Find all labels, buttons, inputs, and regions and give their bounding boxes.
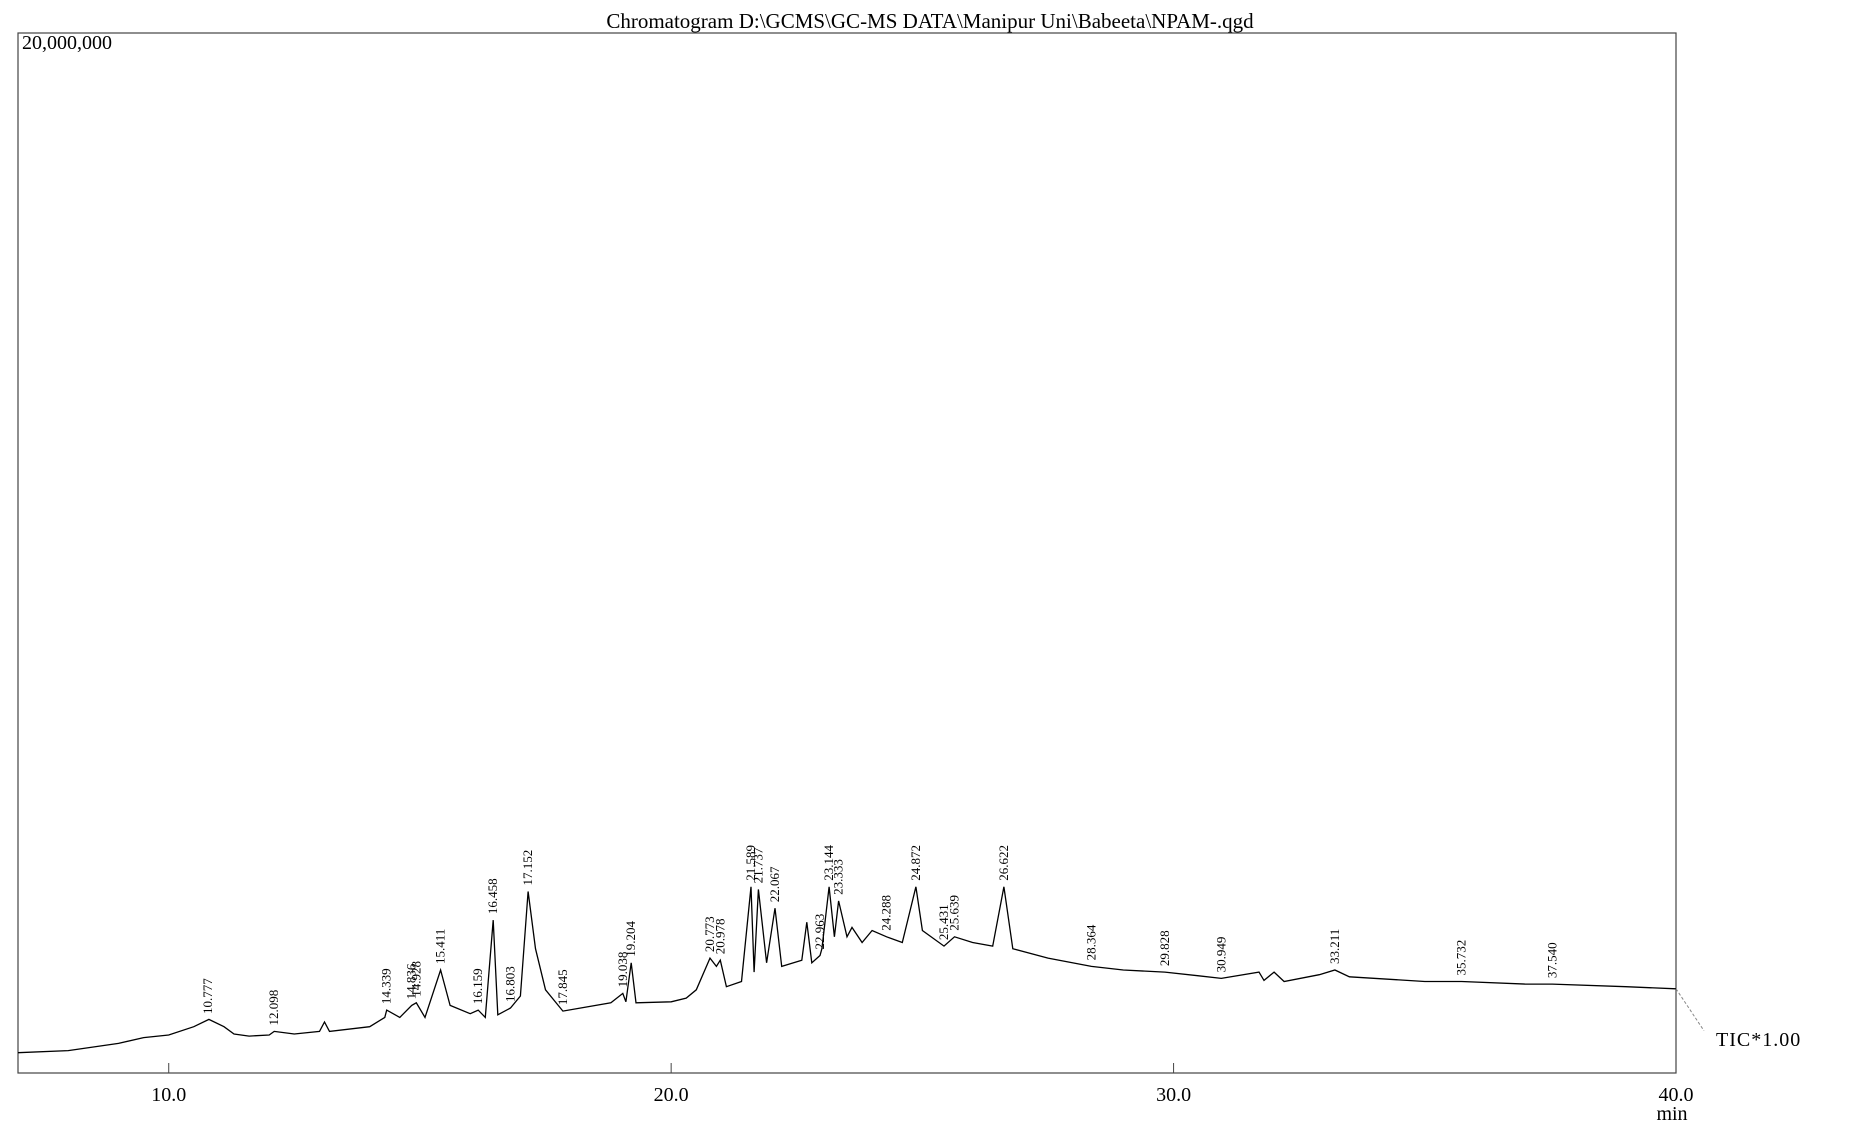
peak-label: 24.288 (879, 895, 894, 931)
x-tick-label: 30.0 (1156, 1084, 1191, 1106)
peak-label: 16.458 (485, 878, 500, 914)
trace (17, 886, 1677, 1054)
peak-label: 20.773 (702, 916, 717, 952)
peak-label: 10.777 (200, 978, 215, 1014)
peak-label: 30.949 (1213, 937, 1228, 973)
x-axis-label: min (1656, 1103, 1687, 1125)
peak-label: 22.067 (767, 866, 782, 902)
peak-label: 25.431 (936, 904, 951, 940)
peak-label: 14.836 (404, 963, 419, 999)
peak-label: 19.204 (623, 921, 638, 957)
peak-label: 29.828 (1157, 930, 1172, 966)
peak-label: 15.411 (433, 929, 448, 964)
legend-leader (1675, 988, 1705, 1032)
peak-label: 21.589 (743, 845, 758, 881)
peak-label: 19.038 (615, 952, 630, 988)
plot-frame (17, 32, 1677, 1074)
series-label: TIC*1.00 (1716, 1029, 1801, 1051)
peak-label: 12.098 (266, 990, 281, 1026)
peak-label: 16.803 (503, 966, 518, 1002)
peak-label: 20.978 (712, 918, 727, 954)
x-tick-label: 20.0 (654, 1084, 689, 1106)
peak-label: 14.928 (408, 961, 423, 997)
peak-label: 22.963 (812, 914, 827, 950)
x-tick-label: 40.0 (1659, 1084, 1694, 1106)
peak-label: 17.152 (520, 850, 535, 886)
peak-label: 37.540 (1544, 942, 1559, 978)
peak-label: 28.364 (1083, 924, 1098, 960)
peak-label: 33.211 (1327, 929, 1342, 964)
peak-label: 23.144 (821, 845, 836, 881)
peak-label: 26.622 (996, 845, 1011, 881)
peak-label: 21.737 (750, 847, 765, 883)
peak-label: 23.333 (831, 859, 846, 895)
y-tick-label: 20,000,000 (22, 32, 112, 54)
peak-label: 25.639 (947, 895, 962, 931)
chart-title: Chromatogram D:\GCMS\GC-MS DATA\Manipur … (606, 9, 1254, 33)
peak-label: 24.872 (908, 845, 923, 881)
peak-label: 16.159 (470, 968, 485, 1004)
peak-label: 35.732 (1454, 940, 1469, 976)
x-tick-label: 10.0 (151, 1084, 186, 1106)
peak-label: 17.845 (555, 969, 570, 1005)
peak-label: 14.339 (379, 968, 394, 1004)
